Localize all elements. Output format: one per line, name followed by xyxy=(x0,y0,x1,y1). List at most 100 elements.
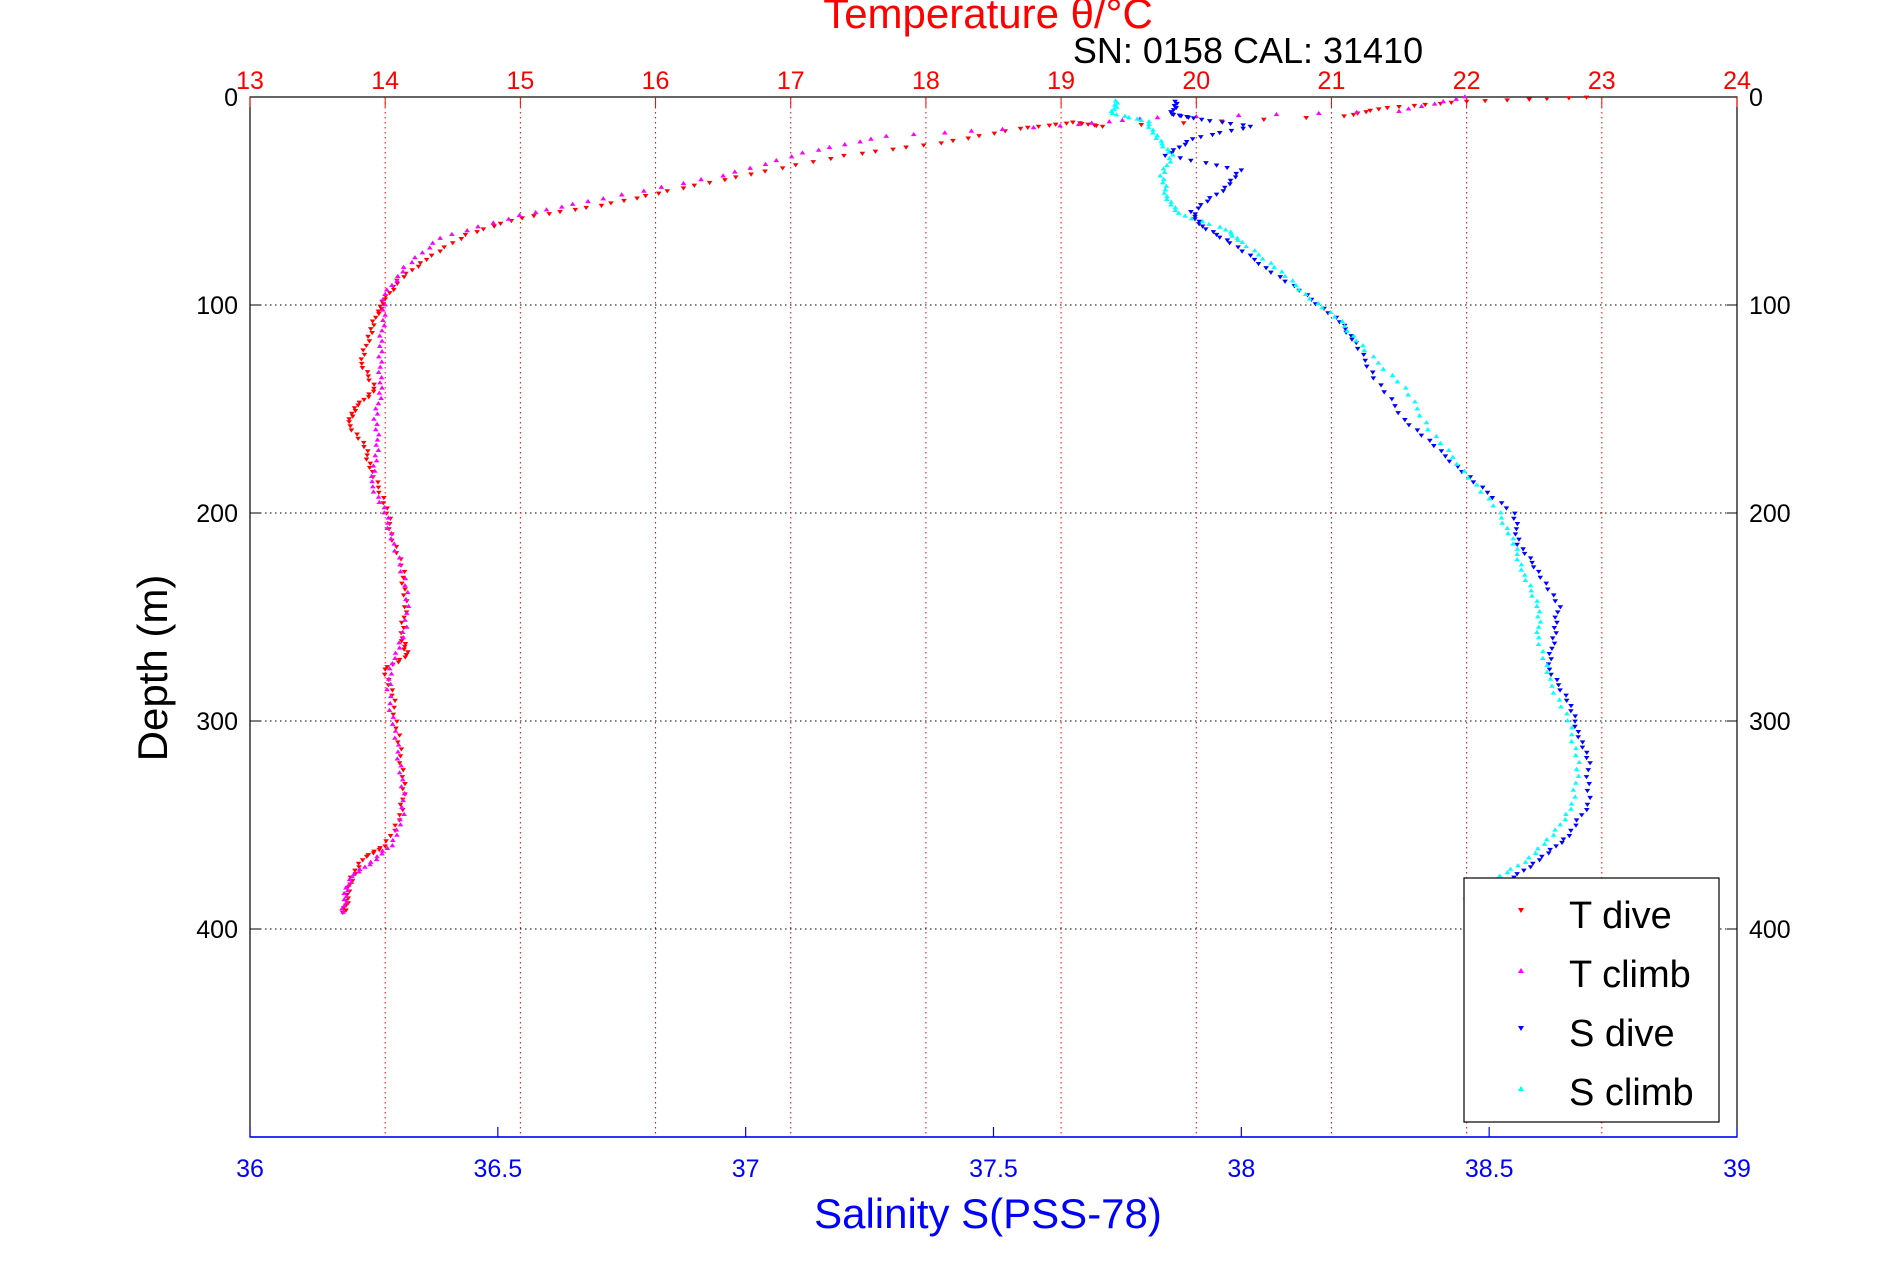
data-point xyxy=(348,428,355,433)
data-point xyxy=(391,705,397,710)
data-point xyxy=(1172,205,1179,210)
data-point xyxy=(396,813,403,818)
data-point xyxy=(1535,641,1542,647)
data-point xyxy=(1546,652,1553,657)
data-point xyxy=(394,281,401,286)
data-point xyxy=(359,366,366,371)
data-point xyxy=(1188,158,1194,163)
data-point xyxy=(375,401,382,406)
data-point xyxy=(429,240,436,245)
data-point xyxy=(378,395,384,400)
data-point xyxy=(1482,99,1488,104)
data-point xyxy=(706,180,713,186)
data-point xyxy=(1573,780,1579,785)
data-point xyxy=(404,589,411,595)
data-point xyxy=(370,489,377,494)
data-point xyxy=(1437,440,1444,446)
data-point xyxy=(380,297,386,302)
data-point xyxy=(1111,106,1117,111)
data-point xyxy=(364,370,371,375)
data-point xyxy=(396,733,403,738)
data-point xyxy=(1470,480,1477,485)
data-point xyxy=(356,400,363,405)
data-point xyxy=(1587,795,1593,801)
data-point xyxy=(1514,872,1520,877)
data-point xyxy=(386,666,393,671)
data-point xyxy=(480,227,487,232)
data-point xyxy=(1521,572,1528,577)
data-point xyxy=(1579,745,1586,750)
data-point xyxy=(1568,828,1574,833)
data-point xyxy=(395,740,401,745)
data-point xyxy=(1552,599,1559,604)
data-point xyxy=(1199,219,1206,224)
data-point xyxy=(417,261,424,266)
data-point xyxy=(346,420,352,425)
data-point xyxy=(1521,868,1527,873)
data-point xyxy=(398,763,404,768)
legend-label-s-climb: S climb xyxy=(1569,1072,1694,1114)
data-point xyxy=(409,259,415,265)
data-point xyxy=(1568,709,1574,714)
data-point xyxy=(1423,420,1430,425)
data-point xyxy=(404,610,410,615)
data-point xyxy=(1188,216,1195,221)
salinity-tick-label: 37 xyxy=(732,1155,760,1183)
data-point xyxy=(1306,296,1313,301)
series-t-dive xyxy=(340,95,1590,916)
data-point xyxy=(1282,273,1288,278)
data-point xyxy=(1552,827,1558,832)
data-point xyxy=(1199,224,1206,229)
data-point xyxy=(368,473,375,478)
data-point xyxy=(1217,224,1223,229)
data-point xyxy=(1573,766,1580,771)
data-point xyxy=(1520,547,1526,552)
data-point xyxy=(1247,124,1254,129)
data-point xyxy=(1176,145,1183,150)
data-point xyxy=(1341,323,1348,328)
data-point xyxy=(1251,248,1258,253)
data-point xyxy=(1556,697,1563,702)
data-point xyxy=(1263,266,1269,271)
data-point xyxy=(1150,130,1156,135)
temperature-tick-label: 18 xyxy=(912,67,940,95)
temperature-tick-label: 16 xyxy=(642,67,670,95)
data-point xyxy=(1159,141,1165,146)
data-point xyxy=(1227,182,1233,187)
salinity-tick-label: 39 xyxy=(1723,1155,1751,1183)
data-point xyxy=(1559,840,1565,846)
data-point xyxy=(1384,106,1391,111)
legend: T dive T climb S dive S climb xyxy=(1463,877,1720,1123)
data-point xyxy=(658,184,665,189)
data-point xyxy=(1213,192,1220,197)
data-point xyxy=(339,906,345,911)
data-point xyxy=(385,515,392,520)
data-point xyxy=(437,235,443,240)
data-point xyxy=(369,479,375,484)
data-point xyxy=(1551,626,1558,631)
data-point xyxy=(1226,241,1233,246)
data-point xyxy=(374,437,381,442)
data-point xyxy=(1450,454,1456,459)
data-point xyxy=(1396,108,1402,113)
data-point xyxy=(1418,433,1425,438)
data-point xyxy=(1553,844,1559,849)
data-point xyxy=(732,169,738,174)
data-point xyxy=(1557,605,1564,610)
data-point xyxy=(347,424,354,429)
data-point xyxy=(1261,117,1267,122)
temperature-tick-label: 19 xyxy=(1047,67,1075,95)
data-point xyxy=(405,603,412,608)
data-point xyxy=(370,389,377,394)
data-point xyxy=(1503,506,1510,511)
data-point xyxy=(402,583,408,588)
data-point xyxy=(384,525,391,530)
data-point xyxy=(389,843,396,848)
salinity-axis-label: Salinity S(PSS-78) xyxy=(814,1190,1162,1237)
data-point xyxy=(1535,846,1541,851)
data-point xyxy=(1162,153,1168,159)
data-point xyxy=(1534,598,1540,603)
data-point xyxy=(400,797,407,803)
data-point xyxy=(392,735,398,740)
